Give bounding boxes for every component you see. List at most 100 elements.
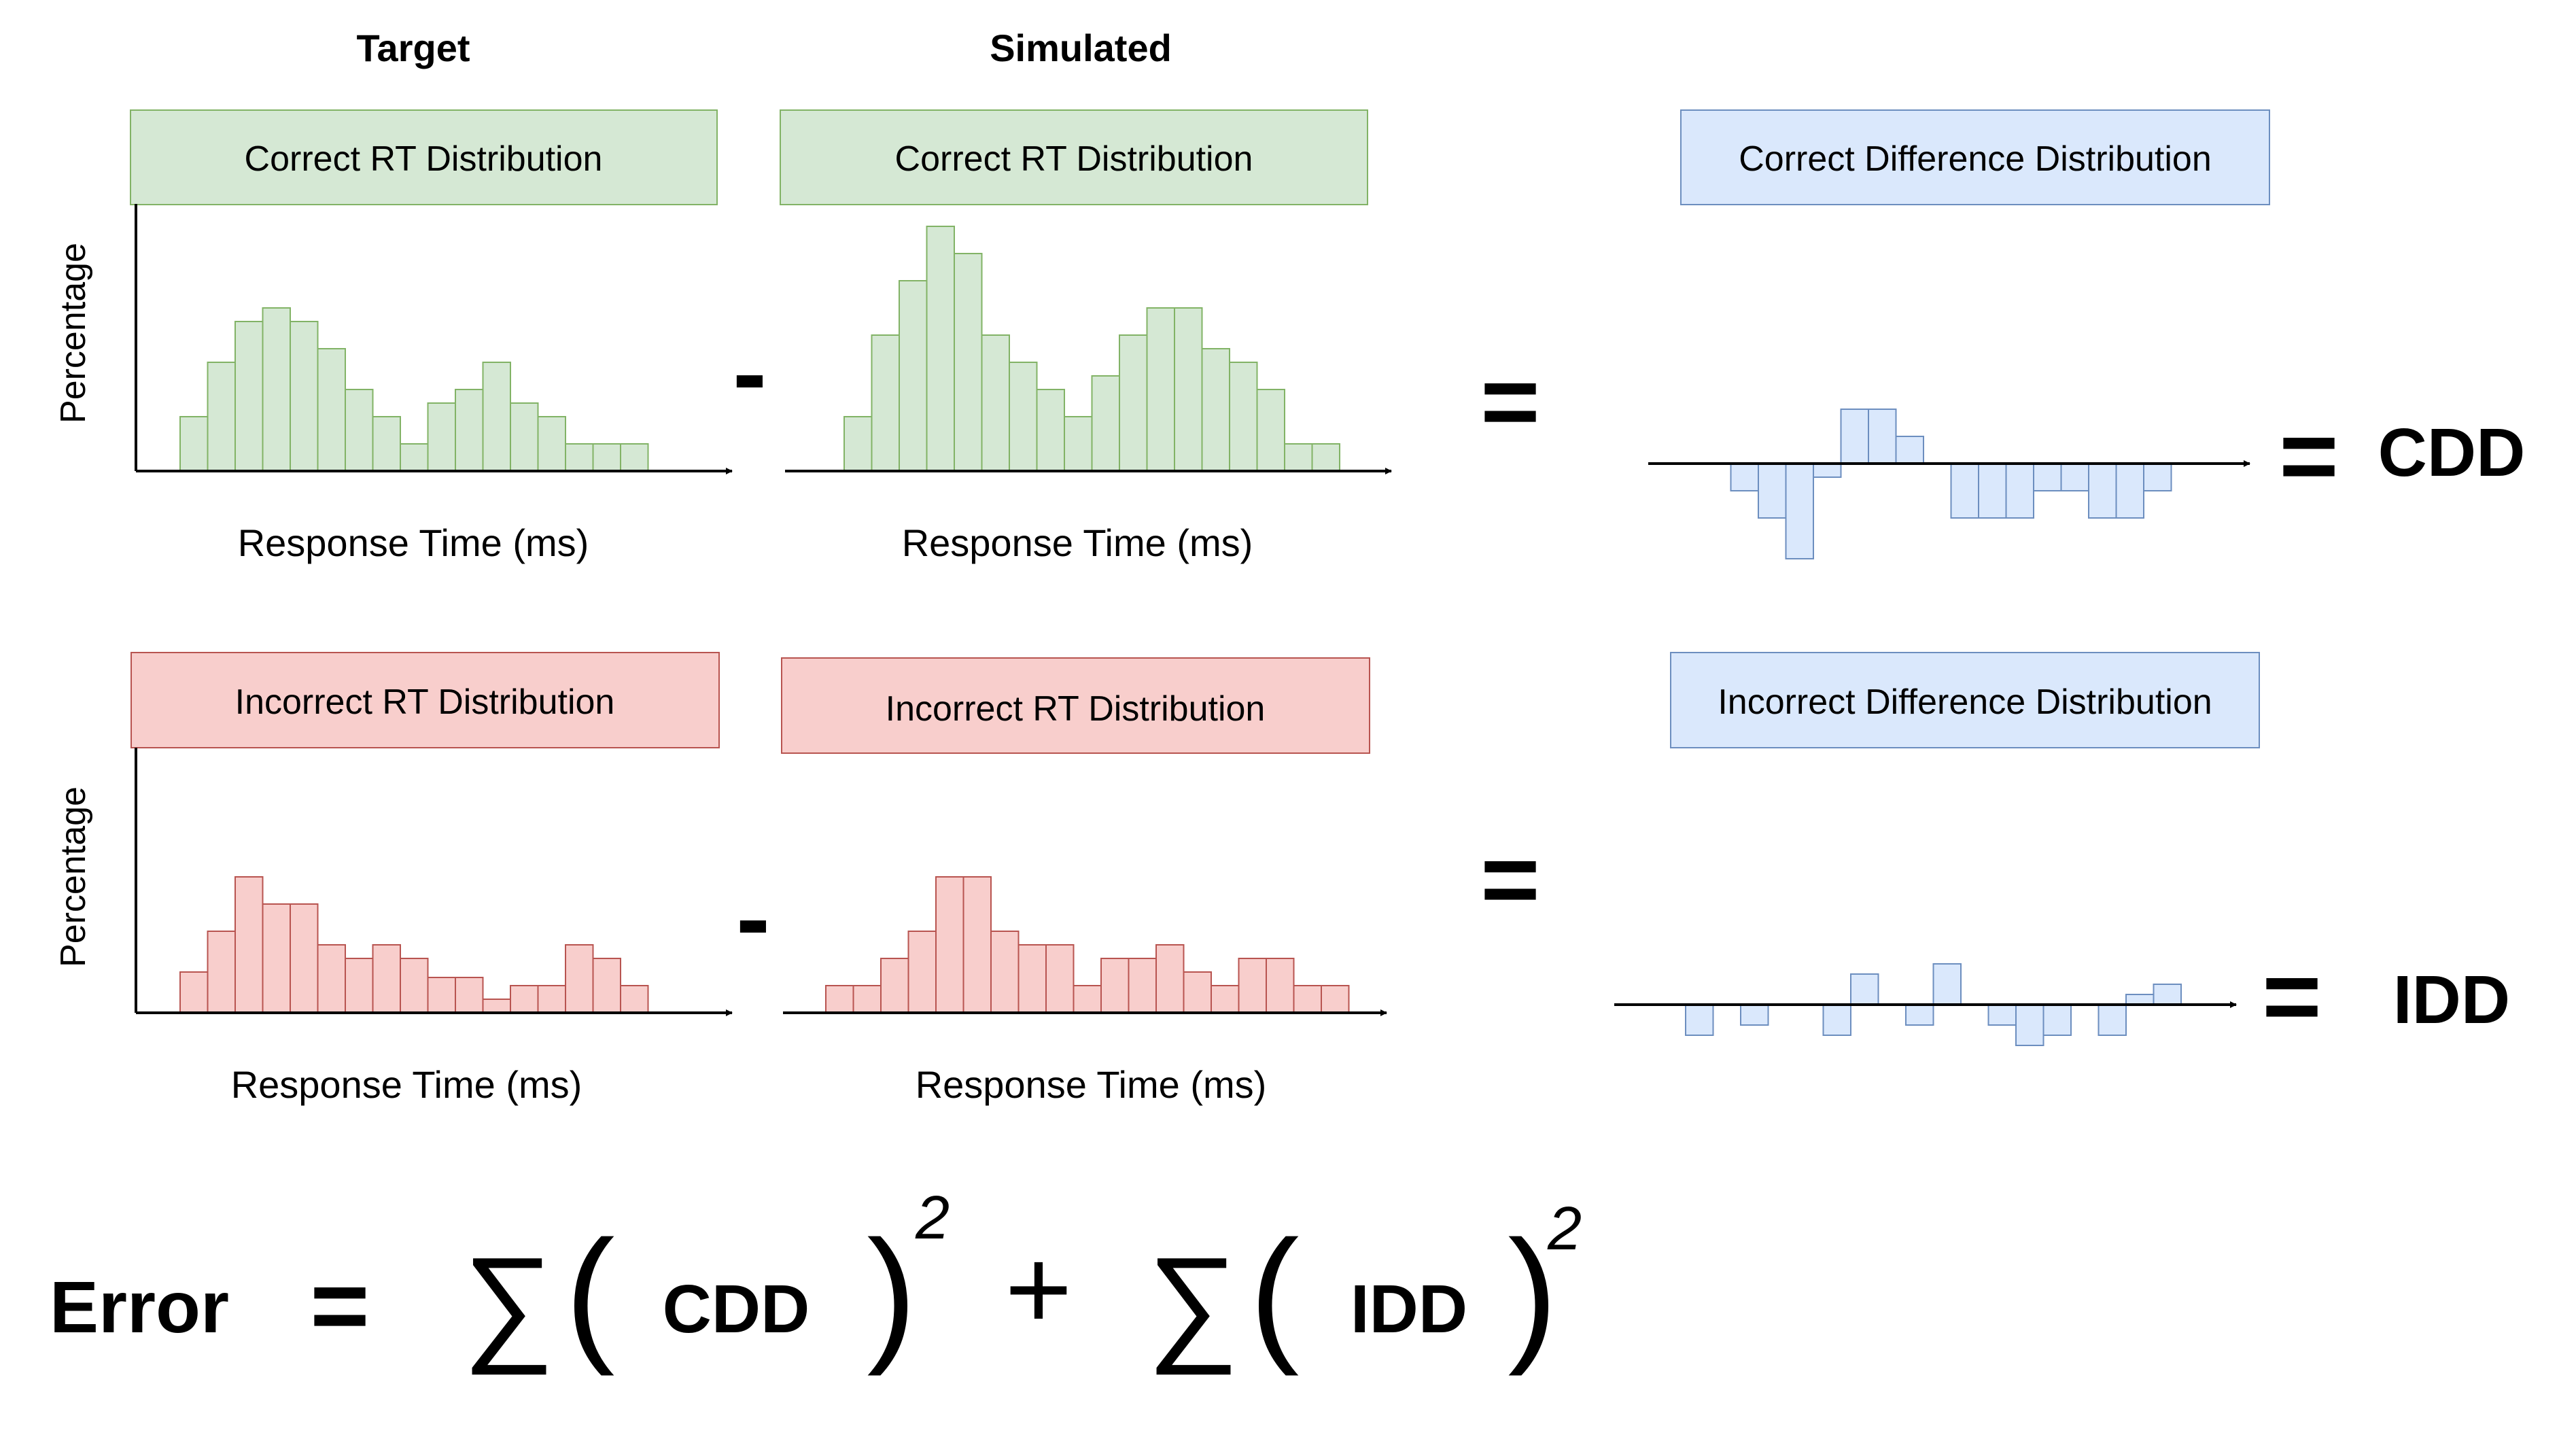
sim-incorrect-bar [1211,985,1240,1013]
idd-bar [1932,963,1962,1005]
equals-sign-cdd: = [2279,398,2339,513]
idd-bar [1987,1004,2017,1026]
equals-sign-idd: = [2262,939,2322,1053]
header-target: Target [357,27,470,69]
target-correct-label-box [130,109,718,205]
target-correct-bar [345,389,374,472]
sim-correct-bar [1091,375,1120,472]
formula-rparen-1: ) [867,1209,916,1376]
idd-bar [1685,1004,1714,1036]
sim-incorrect-bar [1183,971,1212,1013]
cdd-bar [1813,463,1842,478]
sim-incorrect-bar [935,876,964,1013]
idd-bar [1850,973,1879,1005]
target-correct-xlabel: Response Time (ms) [238,521,589,564]
target-correct-label: Correct RT Distribution [245,139,603,179]
target-correct-bar [455,389,484,472]
sim-correct-bar [1146,307,1175,472]
target-correct-bar [537,416,566,472]
target-incorrect-bar [620,985,649,1013]
sim-correct-bar [1229,362,1258,472]
target-incorrect-label-box [130,652,720,748]
sim-incorrect-bar [1321,985,1350,1013]
sim-correct-bar [981,334,1010,472]
sim-incorrect-bar [1128,958,1157,1013]
sim-incorrect-bar [1238,958,1267,1013]
idd-bar [2098,1004,2127,1036]
target-incorrect-bar [372,944,401,1013]
target-incorrect-bar [455,977,484,1013]
sim-correct-bar [871,334,900,472]
cdd-histogram [1730,409,2172,559]
target-correct-histogram [179,307,649,472]
target-incorrect-bar [234,876,264,1013]
minus-sign-row2: - [736,861,770,975]
formula-plus: + [1005,1225,1072,1354]
idd-result: IDD [2393,962,2510,1038]
target-correct-bar [234,321,264,472]
idd-label: Incorrect Difference Distribution [1718,682,2212,722]
idd-bar [2015,1004,2044,1046]
idd-bar [2125,994,2155,1005]
formula-equals: = [310,1248,370,1362]
sim-correct-bar [1009,362,1038,472]
cdd-bar [1868,409,1897,464]
sim-incorrect-bar [907,931,937,1013]
target-correct-panel: Correct RT Distribution Percentage Respo… [54,109,733,564]
sim-incorrect-xlabel: Response Time (ms) [916,1063,1267,1106]
target-correct-bar [290,321,319,472]
header-simulated: Simulated [990,27,1172,69]
formula-lparen-2: ( [1249,1209,1299,1376]
sim-correct-histogram [843,226,1340,472]
cdd-bar [2060,463,2089,491]
target-incorrect-label: Incorrect RT Distribution [235,682,615,722]
sim-incorrect-label-box [781,657,1370,754]
target-incorrect-bar [482,999,511,1013]
sim-incorrect-histogram [825,876,1350,1013]
sim-correct-label-box [780,109,1368,205]
target-incorrect-bar [290,903,319,1013]
equals-sign-row1: = [1480,344,1540,458]
sim-correct-bar [1174,307,1203,472]
target-incorrect-bar [207,931,236,1013]
target-incorrect-histogram [179,876,649,1013]
target-incorrect-bar [317,944,346,1013]
target-incorrect-xlabel: Response Time (ms) [231,1063,582,1106]
idd-bar [2153,984,2182,1005]
cdd-bar [2143,463,2172,491]
target-incorrect-bar [179,971,209,1013]
sim-correct-bar [899,280,928,472]
idd-panel: Incorrect Difference Distribution [1614,652,2260,1046]
target-incorrect-bar [345,958,374,1013]
formula-idd: IDD [1351,1271,1467,1347]
target-incorrect-bar [262,903,291,1013]
target-incorrect-bar [537,985,566,1013]
cdd-label: Correct Difference Distribution [1739,139,2212,179]
idd-bar [1740,1004,1769,1026]
equals-sign-row2: = [1480,822,1540,936]
target-incorrect-bar [427,977,456,1013]
sim-correct-bar [954,253,983,472]
sim-correct-bar [1256,389,1285,472]
cdd-bar [1785,463,1814,559]
cdd-bar [1730,463,1759,491]
cdd-bar [1758,463,1787,519]
cdd-bar [1895,436,1924,464]
error-formula: Error = ∑ ( CDD ) 2 + ∑ ( IDD ) 2 [50,1184,1582,1376]
target-incorrect-bar [592,958,621,1013]
sim-incorrect-panel: Incorrect RT Distribution Response Time … [781,657,1387,1106]
sim-incorrect-bar [1017,944,1047,1013]
target-incorrect-bar [510,985,539,1013]
idd-bar [1822,1004,1851,1036]
cdd-bar [2005,463,2034,519]
sim-incorrect-label: Incorrect RT Distribution [886,689,1266,729]
target-correct-bar [565,443,594,472]
sim-correct-bar [1311,443,1340,472]
cdd-bar [1840,409,1869,464]
formula-exponent-1: 2 [915,1184,950,1252]
sim-incorrect-bar [1100,958,1130,1013]
target-correct-bar [482,362,511,472]
formula-cdd: CDD [663,1271,810,1347]
minus-sign-row1: - [733,315,767,430]
